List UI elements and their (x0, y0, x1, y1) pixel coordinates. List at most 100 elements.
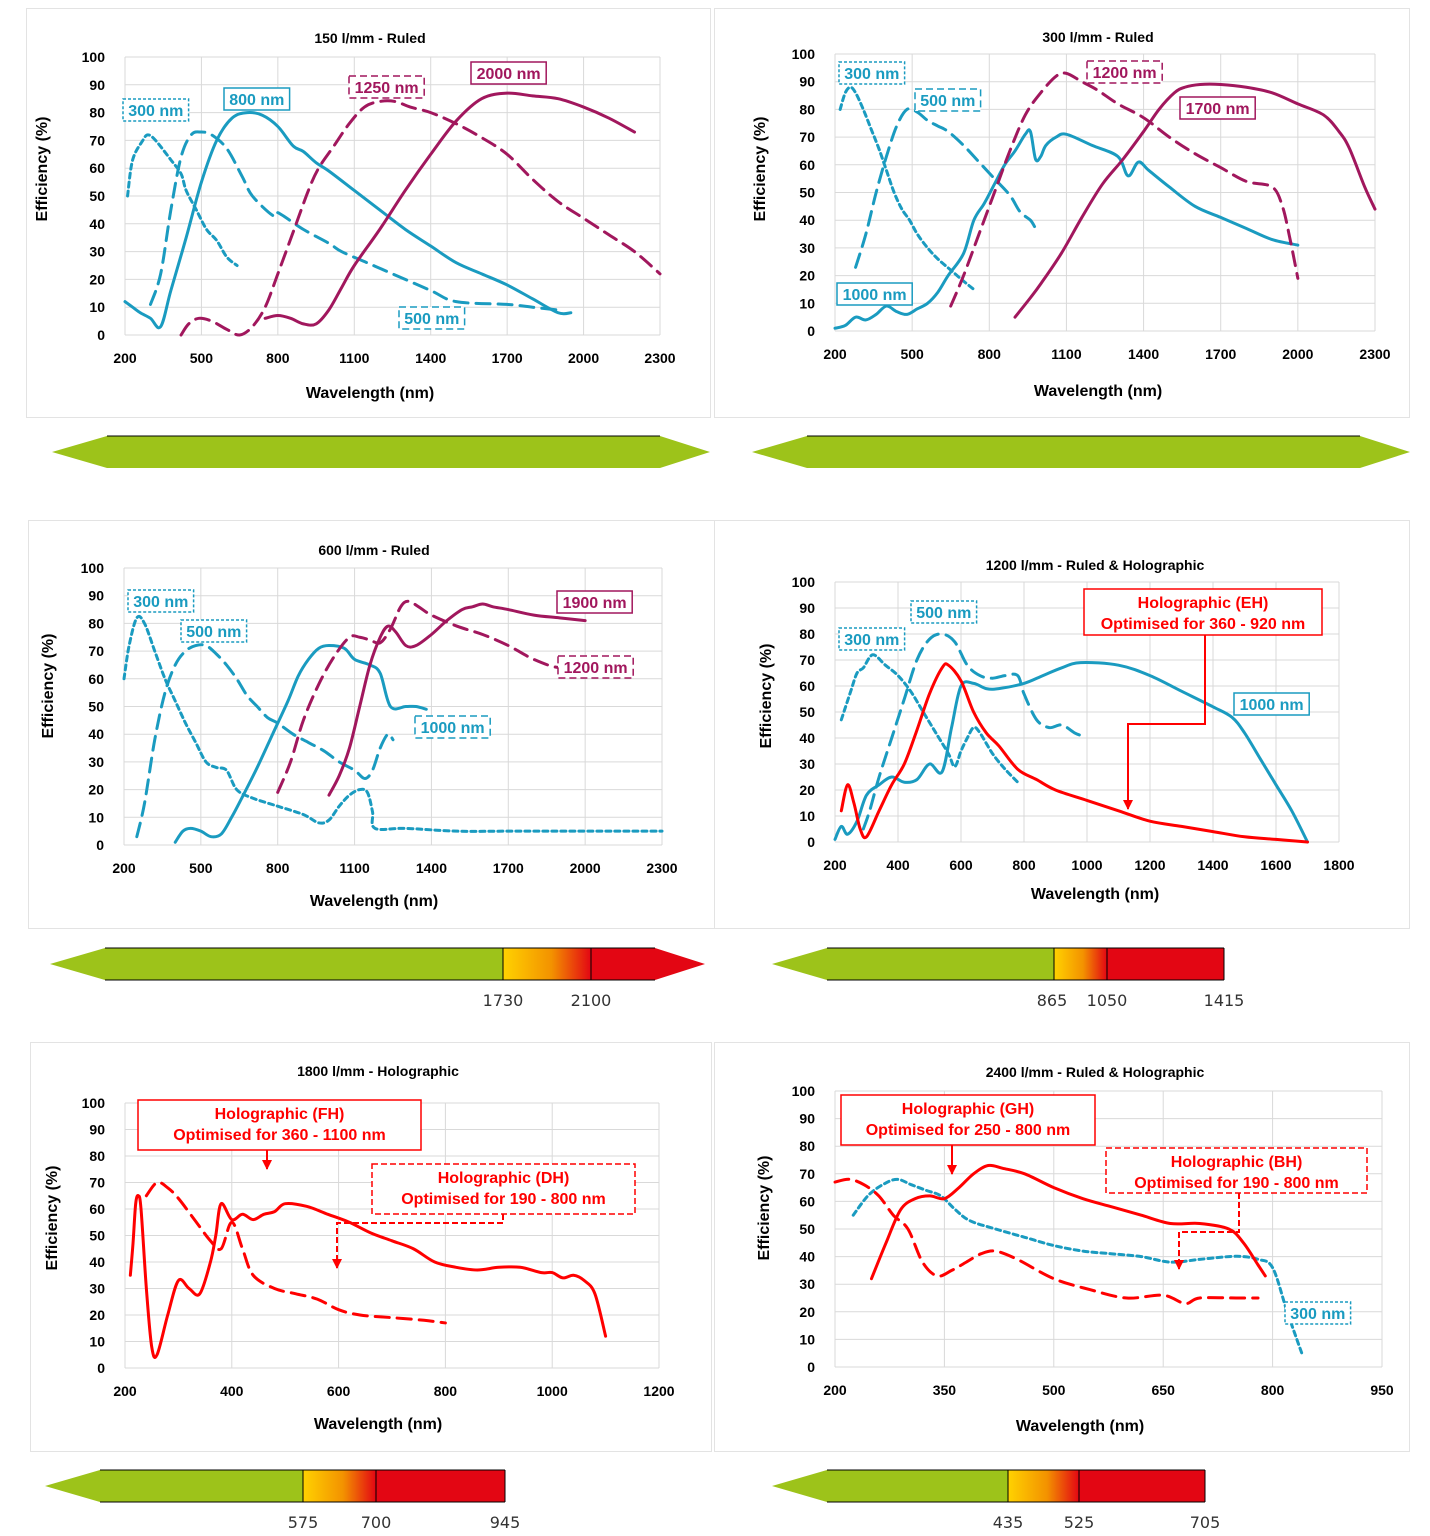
series-line (173, 644, 428, 844)
series-line (839, 653, 1020, 784)
x-tick-label: 2300 (646, 860, 677, 876)
series-label: 1000 nm (836, 282, 913, 306)
chart-title: 300 l/mm - Ruled (1042, 29, 1153, 45)
x-tick-label: 2000 (570, 860, 601, 876)
y-tick-label: 90 (89, 77, 105, 93)
range-bar-red (1107, 948, 1224, 980)
series-label-text: 800 nm (229, 92, 284, 109)
range-bar-label: 1415 (1204, 991, 1245, 1010)
x-tick-label: 600 (949, 857, 973, 873)
series-line (179, 99, 662, 337)
y-tick-label: 20 (88, 782, 104, 798)
x-tick-label: 1000 (537, 1383, 568, 1399)
y-tick-label: 10 (799, 295, 815, 311)
y-tick-label: 80 (89, 1148, 105, 1164)
annotation-arrow (1127, 635, 1206, 809)
y-tick-label: 60 (799, 678, 815, 694)
y-tick-label: 100 (792, 574, 816, 590)
annotation-box: Holographic (GH) Optimised for 250 - 800 … (840, 1094, 1096, 1175)
series-label-text: 1250 nm (355, 80, 419, 97)
range-bar-red (376, 1470, 505, 1502)
series-label-text: 500 nm (186, 624, 241, 641)
y-tick-label: 100 (81, 560, 105, 576)
y-axis-label: Efficiency (%) (34, 117, 51, 222)
annotation-arrowhead (262, 1160, 272, 1170)
y-axis-label: Efficiency (%) (44, 1166, 61, 1271)
annotation-text: Optimised for 190 - 800 nm (1134, 1175, 1339, 1192)
y-tick-label: 70 (89, 132, 105, 148)
x-tick-label: 500 (189, 860, 213, 876)
series-line (869, 1163, 1267, 1281)
y-tick-label: 30 (799, 756, 815, 772)
range-bar-300 (715, 428, 1430, 478)
series-line (135, 643, 395, 839)
annotation-arrow (1178, 1193, 1240, 1269)
x-tick-label: 800 (1261, 1382, 1285, 1398)
y-tick-label: 20 (89, 271, 105, 287)
series-label: 500 nm (914, 88, 982, 112)
y-tick-label: 0 (807, 1359, 815, 1375)
series-line (126, 133, 239, 267)
y-tick-label: 80 (799, 1138, 815, 1154)
range-bar-green (52, 436, 660, 468)
y-tick-label: 90 (799, 1111, 815, 1127)
y-tick-label: 80 (799, 101, 815, 117)
series-line (327, 602, 587, 797)
series-label-text: 1700 nm (1186, 101, 1250, 118)
y-tick-label: 50 (799, 185, 815, 201)
annotation-box: Holographic (FH) Optimised for 360 - 1100… (137, 1099, 422, 1170)
range-bar-label: 575 (288, 1513, 319, 1532)
y-tick-label: 80 (799, 626, 815, 642)
range-bar-label: 945 (490, 1513, 521, 1532)
series-label: 300 nm (1284, 1301, 1352, 1325)
x-tick-label: 2000 (1282, 346, 1313, 362)
series-line (833, 128, 1300, 330)
x-tick-label: 400 (886, 857, 910, 873)
y-tick-label: 30 (89, 1281, 105, 1297)
series-line (851, 1177, 1304, 1355)
x-tick-label: 1100 (339, 350, 370, 366)
x-tick-label: 200 (823, 346, 847, 362)
series-line (276, 599, 587, 794)
y-tick-label: 50 (799, 704, 815, 720)
annotation-box: Holographic (BH) Optimised for 190 - 800 … (1105, 1147, 1368, 1270)
y-tick-label: 70 (799, 129, 815, 145)
x-tick-label: 1400 (1197, 857, 1228, 873)
chart-panel-600: 200 500 800 1100 1400 1700 2000 2300 0 10 20 30 40 50… (28, 520, 720, 929)
y-tick-label: 30 (799, 1276, 815, 1292)
x-tick-label: 2300 (644, 350, 675, 366)
series-label: 1700 nm (1179, 96, 1256, 120)
range-bar-label: 705 (1190, 1513, 1221, 1532)
range-bar-600: 1730 2100 (0, 940, 715, 1015)
x-axis-label: Wavelength (nm) (310, 893, 438, 910)
series-label-text: 300 nm (133, 594, 188, 611)
x-tick-label: 1200 (643, 1383, 674, 1399)
range-bar-gradient (1054, 948, 1107, 980)
y-tick-label: 20 (799, 1304, 815, 1320)
y-tick-label: 30 (799, 240, 815, 256)
y-tick-label: 30 (89, 244, 105, 260)
x-axis-label: Wavelength (nm) (1031, 886, 1159, 903)
x-tick-label: 1700 (493, 860, 524, 876)
range-bar-label: 435 (993, 1513, 1024, 1532)
range-bar-2400: 435 525 705 (715, 1462, 1430, 1536)
x-tick-label: 1100 (1051, 346, 1082, 362)
annotation-arrow (336, 1214, 504, 1268)
y-tick-label: 10 (88, 809, 104, 825)
annotation-text: Holographic (BH) (1171, 1154, 1303, 1171)
range-bar-red (1079, 1470, 1205, 1502)
x-tick-label: 1400 (416, 860, 447, 876)
y-tick-label: 0 (807, 323, 815, 339)
series-label: 1000 nm (414, 715, 491, 739)
annotation-text: Optimised for 360 - 920 nm (1101, 616, 1306, 633)
y-tick-label: 20 (799, 782, 815, 798)
series-label-text: 500 nm (920, 93, 975, 110)
x-tick-label: 800 (434, 1383, 458, 1399)
y-tick-label: 20 (799, 268, 815, 284)
series-line (861, 632, 1083, 831)
y-tick-label: 90 (89, 1122, 105, 1138)
y-tick-label: 50 (89, 1228, 105, 1244)
y-tick-label: 70 (88, 643, 104, 659)
series-label-text: 500 nm (404, 311, 459, 328)
x-axis-label: Wavelength (nm) (306, 385, 434, 402)
